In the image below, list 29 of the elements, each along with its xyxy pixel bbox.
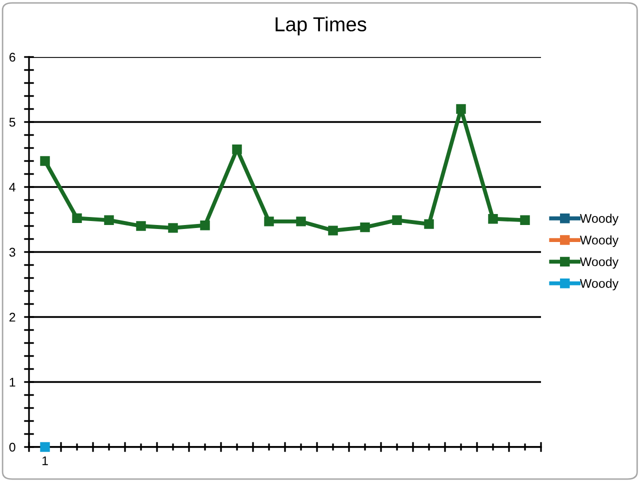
legend-label: Woody: [580, 257, 619, 269]
point: [104, 215, 114, 226]
legend-label: Woody: [580, 214, 619, 226]
point: [456, 104, 466, 114]
legend-label: Woody: [580, 278, 619, 290]
point: [488, 214, 498, 224]
point: [296, 216, 306, 226]
point: [264, 216, 274, 226]
y-tick-label: 6: [9, 52, 16, 62]
point: [168, 223, 178, 233]
point: [200, 220, 210, 230]
y-tick-label: 1: [10, 378, 16, 387]
y-tick-label: 3: [9, 248, 16, 257]
point: [520, 215, 530, 226]
point: [360, 222, 370, 232]
point: [72, 213, 82, 224]
chart-title: Lap Times: [276, 16, 366, 36]
y-tick-label: 0: [9, 442, 16, 452]
point: [392, 215, 402, 226]
point: [40, 442, 50, 452]
y-tick-label: 4: [9, 182, 16, 192]
point: [136, 221, 146, 231]
y-tick-label: 5: [9, 118, 16, 127]
legend-label: Woody: [580, 235, 619, 247]
point: [328, 226, 338, 236]
point: [232, 144, 242, 154]
point: [424, 219, 434, 229]
point: [40, 156, 50, 166]
y-tick-label: 2: [9, 312, 16, 322]
